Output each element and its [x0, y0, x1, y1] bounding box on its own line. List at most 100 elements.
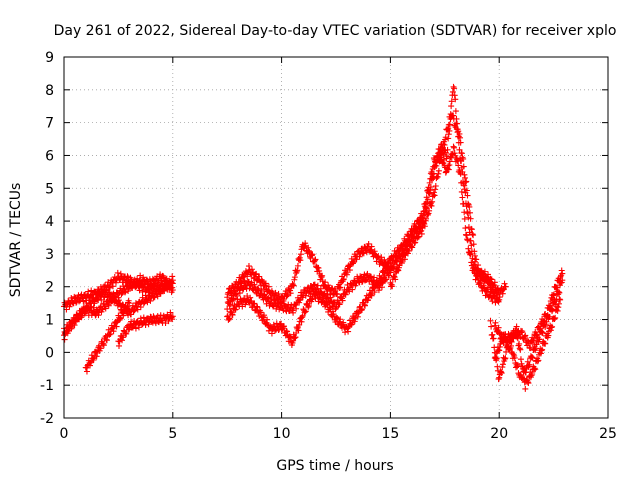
data-point — [356, 253, 363, 260]
data-point — [456, 146, 463, 153]
data-point — [455, 162, 462, 169]
data-point — [106, 331, 113, 338]
data-point — [361, 301, 368, 308]
data-point — [268, 330, 275, 337]
data-point — [119, 301, 126, 308]
data-point — [277, 320, 284, 327]
data-point — [489, 331, 496, 338]
data-point — [79, 295, 86, 302]
data-point — [291, 335, 298, 342]
data-point — [265, 294, 272, 301]
x-axis-label: GPS time / hours — [276, 458, 393, 474]
data-point — [255, 286, 262, 293]
data-point — [297, 257, 304, 264]
data-point — [451, 85, 458, 92]
data-point — [131, 307, 138, 314]
data-point — [354, 313, 361, 320]
data-point — [547, 327, 554, 334]
data-point — [264, 316, 271, 323]
data-point — [445, 131, 452, 138]
data-point — [137, 315, 144, 322]
data-point — [495, 324, 502, 331]
data-point — [492, 319, 499, 326]
data-point — [80, 298, 87, 305]
data-point — [68, 325, 75, 332]
data-point — [469, 231, 476, 238]
data-point — [428, 202, 435, 209]
data-point — [160, 273, 167, 280]
data-point — [287, 333, 294, 340]
data-point — [381, 269, 388, 276]
data-point — [100, 340, 107, 347]
data-point — [470, 232, 477, 239]
data-point — [367, 291, 374, 298]
data-point — [239, 303, 246, 310]
y-tick-label: 4 — [45, 214, 54, 230]
data-point — [542, 323, 549, 330]
data-point — [417, 228, 424, 235]
data-point — [345, 328, 352, 335]
data-point — [284, 328, 291, 335]
data-point — [311, 257, 318, 264]
data-point — [116, 297, 123, 304]
data-point — [513, 323, 520, 330]
data-point — [491, 279, 498, 286]
data-point — [511, 354, 518, 361]
data-point — [504, 343, 511, 350]
data-point — [467, 215, 474, 222]
data-point — [88, 303, 95, 310]
data-point — [299, 314, 306, 321]
data-point — [315, 264, 322, 271]
data-point — [407, 243, 414, 250]
data-point — [88, 287, 95, 294]
data-point — [435, 170, 442, 177]
data-point — [160, 274, 167, 281]
data-point — [409, 244, 416, 251]
data-point — [349, 286, 356, 293]
data-point — [371, 289, 378, 296]
data-point — [490, 335, 497, 342]
data-point — [460, 163, 467, 170]
data-point — [471, 252, 478, 259]
data-point — [318, 274, 325, 281]
data-point — [432, 159, 439, 166]
data-point — [337, 284, 344, 291]
data-point — [465, 200, 472, 207]
data-track-7 — [224, 266, 394, 316]
data-point — [502, 355, 509, 362]
data-point — [105, 301, 112, 308]
data-point — [426, 207, 433, 214]
data-point — [129, 285, 136, 292]
data-point — [287, 290, 294, 297]
data-point — [463, 187, 470, 194]
data-point — [336, 301, 343, 308]
data-point — [457, 170, 464, 177]
data-point — [524, 337, 531, 344]
data-point — [460, 155, 467, 162]
data-point — [389, 283, 396, 290]
data-point — [349, 260, 356, 267]
data-point — [545, 332, 552, 339]
data-point — [375, 252, 382, 259]
data-point — [339, 297, 346, 304]
data-point — [475, 262, 482, 269]
data-point — [323, 301, 330, 308]
data-point — [226, 315, 233, 322]
data-point — [448, 98, 455, 105]
data-point — [384, 265, 391, 272]
data-point — [314, 282, 321, 289]
data-point — [499, 361, 506, 368]
data-point — [433, 159, 440, 166]
data-point — [426, 179, 433, 186]
data-point — [488, 323, 495, 330]
data-point — [471, 248, 478, 255]
data-point — [132, 284, 139, 291]
data-point — [516, 345, 523, 352]
data-point — [258, 287, 265, 294]
data-point — [549, 323, 556, 330]
data-point — [169, 273, 176, 280]
x-tick-label: 0 — [60, 426, 69, 442]
data-point — [245, 263, 252, 270]
data-point — [252, 271, 259, 278]
data-point — [462, 174, 469, 181]
